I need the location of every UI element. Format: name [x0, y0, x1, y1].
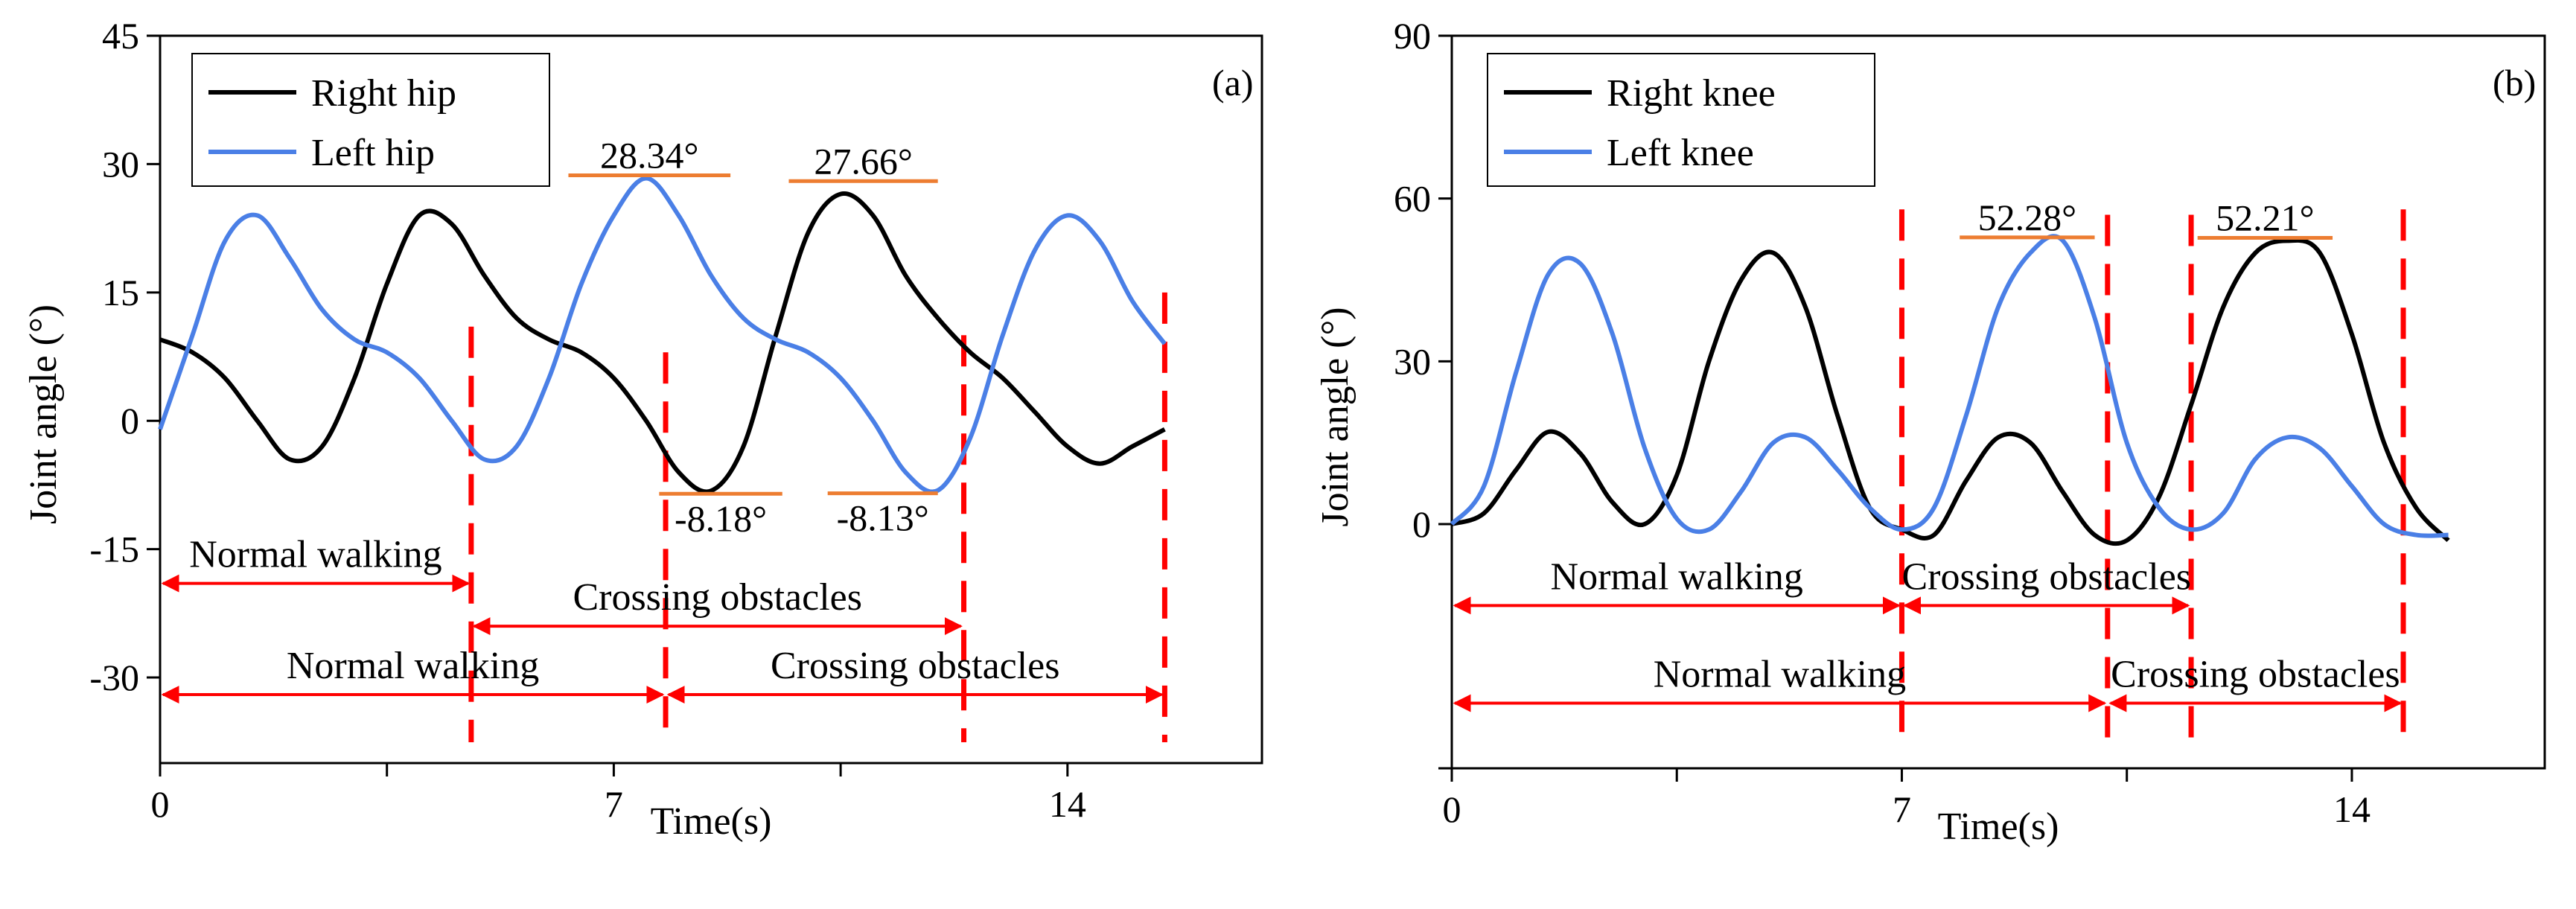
panel-label: (a): [1212, 62, 1254, 103]
x-tick-label: 7: [1893, 788, 1911, 830]
y-tick-label: 15: [102, 272, 139, 313]
peak-value-label: -8.18°: [675, 497, 767, 539]
x-tick-label: 0: [151, 783, 170, 825]
phase-span-label: Crossing obstacles: [573, 576, 862, 619]
peak-value-label: -8.13°: [837, 497, 929, 539]
legend-box: [191, 53, 550, 187]
legend: Right hip Left hip: [191, 53, 550, 187]
x-axis-title: Time(s): [651, 800, 772, 843]
y-tick-label: 0: [1412, 503, 1431, 545]
series-line-right: [159, 191, 1166, 494]
y-axis-title: Joint angle (°): [1314, 307, 1356, 526]
phase-span-label: Normal walking: [287, 645, 539, 687]
x-tick-label: 14: [1049, 783, 1086, 825]
plot-frame: [1450, 34, 2546, 770]
legend-label: Left knee: [1607, 132, 1754, 174]
y-tick-label: 45: [102, 15, 139, 57]
legend-label: Right knee: [1607, 72, 1776, 115]
panel-a-hip-chart: -30 -15 0 15 30 45 0 7 14 Time(s) Joint angle (°) (…: [22, 15, 1263, 843]
y-tick-label: 30: [102, 143, 139, 185]
peak-value-label: 52.28°: [1978, 197, 2077, 238]
y-tick-label: 0: [121, 400, 139, 441]
x-tick-label: 0: [1443, 788, 1461, 830]
phase-span-label: Normal walking: [1551, 555, 1803, 598]
legend-label: Left hip: [311, 132, 435, 174]
phase-span-label: Crossing obstacles: [2111, 654, 2400, 696]
legend: Right knee Left knee: [1487, 53, 1875, 187]
plot-frame: [159, 34, 1263, 765]
phase-span-label: Normal walking: [189, 534, 441, 576]
y-axis-title: Joint angle (°): [22, 304, 65, 524]
legend-box: [1487, 53, 1875, 187]
phase-span-label: Normal walking: [1654, 654, 1906, 696]
y-tick-label: 90: [1394, 15, 1431, 57]
y-tick-label: 30: [1394, 340, 1431, 382]
y-tick-label: 60: [1394, 178, 1431, 220]
phase-span-label: Crossing obstacles: [1901, 555, 2191, 598]
panel-label: (b): [2493, 62, 2536, 103]
y-tick-label: -30: [89, 657, 139, 698]
series-line-left: [1450, 234, 2449, 538]
phase-span-label: Crossing obstacles: [771, 645, 1060, 687]
y-tick-label: -15: [89, 529, 139, 570]
x-tick-label: 14: [2333, 788, 2371, 830]
legend-label: Right hip: [311, 72, 456, 115]
series-line-left: [158, 176, 1167, 494]
peak-value-label: 27.66°: [814, 140, 913, 182]
panel-b-knee-chart: 0 30 60 90 0 7 14 Time(s) Joint angle (°) (b) 52.2…: [1314, 15, 2546, 848]
peak-value-label: 52.21°: [2216, 197, 2315, 238]
series-line-right: [1451, 237, 2450, 546]
peak-value-label: 28.34°: [600, 134, 699, 176]
x-tick-label: 7: [605, 783, 623, 825]
x-axis-title: Time(s): [1938, 806, 2059, 848]
